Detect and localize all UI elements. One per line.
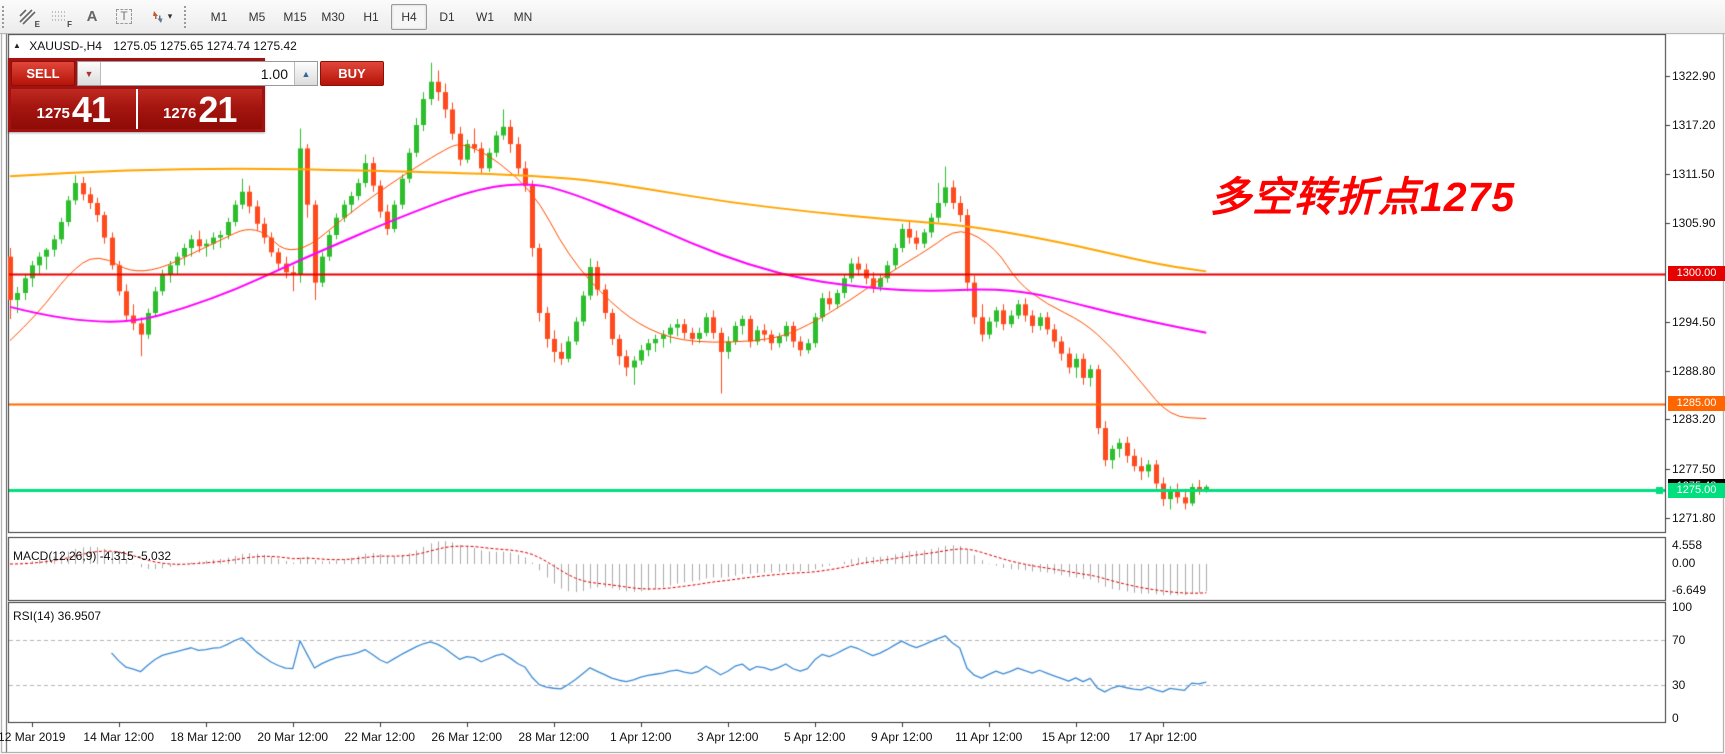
sell-price-box[interactable]: 1275 41 <box>11 89 136 129</box>
macd-label: MACD(12,26,9) -4.315 -5.032 <box>13 549 172 563</box>
tab-timeframe-M15[interactable]: M15 <box>283 9 307 24</box>
sell-button[interactable]: SELL <box>11 61 75 86</box>
text-label-icon[interactable]: A <box>77 4 107 30</box>
date-label: 1 Apr 12:00 <box>610 730 672 744</box>
date-label: 3 Apr 12:00 <box>697 730 759 744</box>
date-label: 28 Mar 12:00 <box>518 730 590 744</box>
rsi-label: RSI(14) 36.9507 <box>13 609 102 623</box>
date-label: 18 Mar 12:00 <box>170 730 242 744</box>
sell-price-main: 1275 <box>36 105 70 122</box>
macd-axis-tick: -6.649 <box>1672 583 1707 597</box>
volume-input[interactable] <box>101 62 294 85</box>
tab-timeframe-D1[interactable]: D1 <box>439 9 455 24</box>
level-badge-1285.00: 1285.00 <box>1668 396 1725 412</box>
rsi-axis-tick: 70 <box>1672 633 1686 648</box>
date-label: 20 Mar 12:00 <box>257 730 329 744</box>
indicators-icon-glyph <box>19 8 36 25</box>
date-label: 26 Mar 12:00 <box>431 730 503 744</box>
date-label: 17 Apr 12:00 <box>1128 730 1197 744</box>
rsi-axis-tick: 100 <box>1672 600 1693 614</box>
symbol-name: XAUUSD-,H4 <box>29 39 102 53</box>
date-label: 15 Apr 12:00 <box>1041 730 1110 744</box>
chart-annotation: 多空转折点1275 <box>1210 174 1516 220</box>
price-tick: 1322.90 <box>1672 68 1716 83</box>
chevron-down-icon: ▾ <box>167 11 173 21</box>
level-badge-1275.00: 1275.00 <box>1668 482 1725 498</box>
date-label: 5 Apr 12:00 <box>784 730 846 744</box>
tab-timeframe-H4[interactable]: H4 <box>391 3 427 30</box>
toolbar-separator <box>184 5 191 28</box>
indicators-icon[interactable]: E <box>13 4 43 30</box>
tab-timeframe-H1[interactable]: H1 <box>363 9 379 24</box>
date-label: 11 Apr 12:00 <box>955 730 1023 744</box>
date-label: 12 Mar 2019 <box>0 730 66 744</box>
volume-up-button[interactable]: ▲ <box>294 62 317 85</box>
main-toolbar: E F A T ▾ M1 M5 M15 M30 H1 H4 D1 W1 MN <box>0 0 1725 34</box>
volume-stepper: ▼ ▲ <box>77 61 318 86</box>
grid-sub: F <box>67 19 72 29</box>
toolbar-grip[interactable] <box>2 5 9 28</box>
symbol-header: ▲ XAUUSD-,H4 1275.05 1275.65 1274.74 127… <box>13 39 297 53</box>
price-tick: 1277.50 <box>1672 461 1716 476</box>
price-tick: 1305.90 <box>1672 215 1716 230</box>
tab-timeframe-M1[interactable]: M1 <box>210 9 228 24</box>
price-tick: 1317.20 <box>1672 118 1716 133</box>
price-tick: 1311.50 <box>1672 167 1715 182</box>
arrow-style-glyph <box>152 10 163 23</box>
volume-down-button[interactable]: ▼ <box>78 62 101 85</box>
price-tick: 1283.20 <box>1672 412 1716 427</box>
grid-icon[interactable]: F <box>45 4 75 30</box>
rsi-axis-tick: 0 <box>1672 711 1679 725</box>
price-tick: 1271.80 <box>1672 511 1716 526</box>
rsi-axis-tick: 30 <box>1672 677 1686 692</box>
tab-timeframe-MN[interactable]: MN <box>513 9 533 24</box>
date-label: 9 Apr 12:00 <box>871 730 933 744</box>
timeframe-toolbar: M1 M5 M15 M30 H1 H4 D1 W1 MN <box>200 3 542 30</box>
buy-price-box[interactable]: 1276 21 <box>137 89 262 130</box>
text-label-glyph: A <box>86 8 98 25</box>
macd-axis-tick: 0.00 <box>1672 556 1696 570</box>
buy-price-main: 1276 <box>163 105 197 122</box>
sell-price-pips: 41 <box>71 89 111 130</box>
buy-price-pips: 21 <box>198 89 237 130</box>
grid-icon-glyph <box>52 11 66 20</box>
tab-timeframe-M5[interactable]: M5 <box>248 9 266 24</box>
indicators-sub: E <box>34 19 40 29</box>
collapse-arrow-icon[interactable]: ▲ <box>13 41 21 50</box>
date-label: 22 Mar 12:00 <box>344 730 416 744</box>
price-tick: 1288.80 <box>1672 363 1716 378</box>
level-badge-1300.00: 1300.00 <box>1668 266 1725 282</box>
textbox-glyph: T <box>116 9 132 24</box>
textbox-icon[interactable]: T <box>109 4 139 30</box>
date-label: 14 Mar 12:00 <box>83 730 155 744</box>
price-tick: 1294.50 <box>1672 314 1716 329</box>
tab-timeframe-M30[interactable]: M30 <box>321 9 345 24</box>
macd-axis-tick: 4.558 <box>1672 538 1703 552</box>
buy-button[interactable]: BUY <box>320 61 384 86</box>
tab-timeframe-W1[interactable]: W1 <box>476 9 494 24</box>
arrow-style-icon[interactable]: ▾ <box>141 4 181 30</box>
ohlc-values: 1275.05 1275.65 1274.74 1275.42 <box>113 39 297 53</box>
one-click-trading-panel: SELL ▼ ▲ BUY 1275 41 1276 21 <box>8 58 384 132</box>
